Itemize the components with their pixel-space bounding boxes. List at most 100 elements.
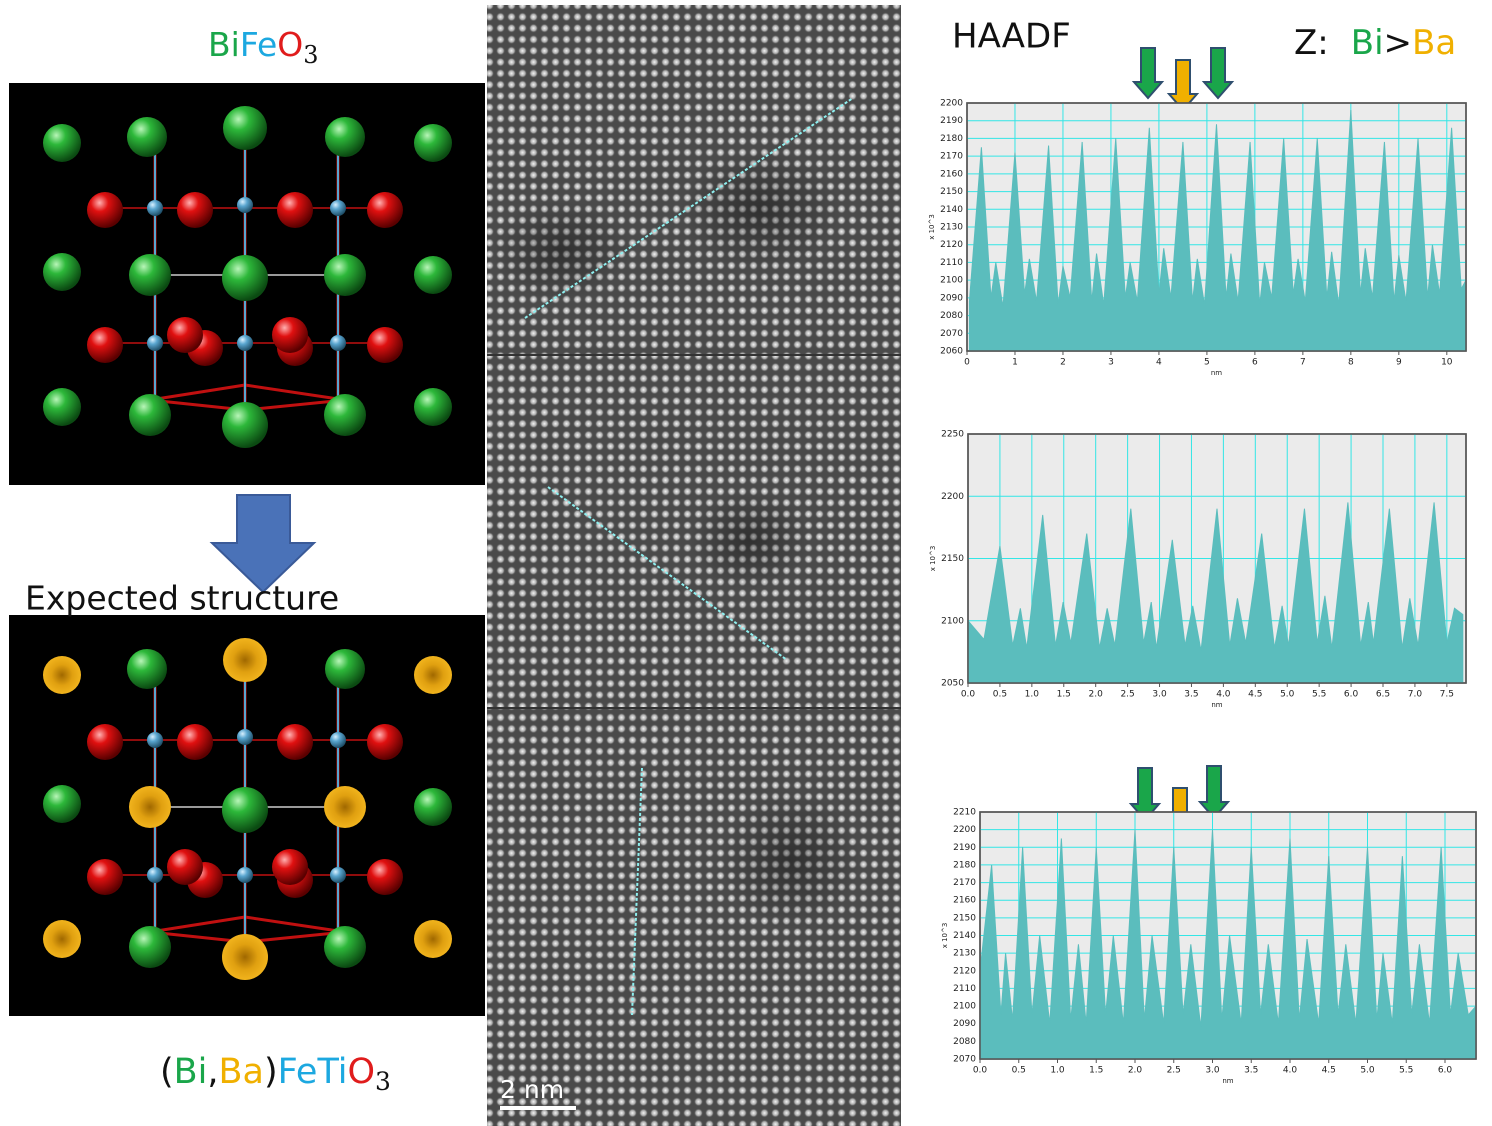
atom-bi [127,649,167,689]
atom-ba [43,920,81,958]
x-tick-label: 6 [1252,358,1258,368]
y-axis-label: x 10^3 [929,546,937,572]
operator: > [1384,23,1413,63]
plot-frame [966,102,1467,352]
y-tick-label: 2250 [941,430,964,440]
atom-fe [147,335,163,351]
atom-bi [222,402,268,448]
formula-bottom: (Bi,Ba)FeTiO3 [160,1052,391,1096]
atom-o [167,317,203,353]
atom-o [167,849,203,885]
y-tick-label: 2090 [940,293,963,303]
y-tick-label: 2110 [953,984,976,994]
atom-bi [43,253,81,291]
element: Bi [208,25,240,64]
x-tick-label: 3 [1108,358,1114,368]
x-tick-label: 0.5 [993,690,1007,700]
plot-frame [979,811,1477,1060]
atom-ba [324,786,366,828]
x-tick-label: 2.5 [1120,690,1134,700]
x-tick-label: 2.0 [1128,1066,1143,1076]
x-tick-label: 3.5 [1244,1066,1258,1076]
element: O [347,1052,375,1092]
atom-bi [222,787,268,833]
atom-bi [223,106,267,150]
atom-bi [129,926,171,968]
x-tick-label: 5.0 [1280,690,1295,700]
y-tick-label: 2200 [940,99,963,109]
y-tick-label: 2160 [940,169,963,179]
x-tick-label: 7.0 [1408,690,1423,700]
atom-bi [414,256,452,294]
y-tick-label: 2200 [941,492,964,502]
caption: Expected structure [25,579,339,618]
y-tick-label: 2190 [953,843,976,853]
y-tick-label: 2160 [953,896,976,906]
atom-ba [414,920,452,958]
y-tick-label: 2170 [940,152,963,162]
z-label: Z: [1294,23,1329,63]
x-tick-label: 0.0 [961,690,976,700]
y-tick-label: 2140 [940,205,963,215]
x-tick-label: 5.5 [1312,690,1326,700]
atom-o [367,724,403,760]
atom-fe [330,335,346,351]
atom-bi [43,124,81,162]
atom-fe [237,197,253,213]
x-tick-label: 10 [1441,358,1453,368]
atom-o [272,849,308,885]
profile-line [631,767,643,1016]
y-tick-label: 2180 [940,134,963,144]
y-tick-label: 2170 [953,878,976,888]
element: , [207,1052,218,1092]
x-axis-label: nm [1222,1077,1233,1085]
y-tick-label: 2190 [940,116,963,126]
bond [149,915,246,934]
element: Ba [219,1052,264,1092]
x-tick-label: 5.5 [1399,1066,1413,1076]
x-tick-label: 6.0 [1344,690,1359,700]
x-tick-label: 4.0 [1283,1066,1298,1076]
atom-ba [129,786,171,828]
element: Bi [174,1052,208,1092]
atom-bi [414,124,452,162]
y-tick-label: 2070 [940,329,963,339]
atom-o [177,192,213,228]
x-tick-label: 0.0 [973,1066,988,1076]
atom-fe [237,867,253,883]
atom-bi [324,254,366,296]
x-tick-label: 0.5 [1012,1066,1026,1076]
x-tick-label: 1 [1012,358,1018,368]
y-tick-label: 2200 [953,825,976,835]
profile-area [968,110,1467,352]
x-tick-label: 4.5 [1248,690,1262,700]
haadf-image: 2 nm [487,5,901,1126]
atom-bi [414,388,452,426]
x-tick-label: 1.0 [1025,690,1040,700]
atom-bi [325,649,365,689]
atom-ba [223,638,267,682]
y-tick-label: 2120 [940,240,963,250]
atom-bi [129,254,171,296]
bond [244,383,346,402]
element: Fe [278,1052,318,1092]
y-axis-label: x 10^3 [928,214,936,240]
atom-bi [324,394,366,436]
atom-o [367,859,403,895]
x-axis-label: nm [1211,369,1222,377]
y-tick-label: 2110 [940,258,963,268]
y-tick-label: 2180 [953,860,976,870]
y-tick-label: 2120 [953,966,976,976]
subscript: 3 [375,1067,391,1096]
atom-fe [147,867,163,883]
atom-o [367,192,403,228]
y-tick-label: 2080 [953,1037,976,1047]
y-tick-label: 2130 [953,949,976,959]
x-tick-label: 1.0 [1050,1066,1065,1076]
atom-ba [414,656,452,694]
profile-line [524,97,854,319]
atom-o [87,327,123,363]
element: Ti [316,1052,347,1092]
y-tick-label: 2130 [940,223,963,233]
